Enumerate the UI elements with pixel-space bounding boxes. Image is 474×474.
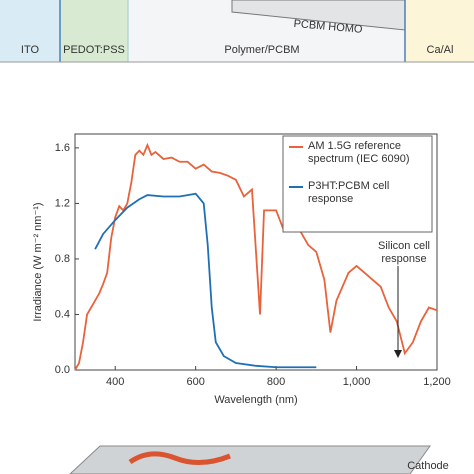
y-tick-label: 1.2 [55,197,70,209]
x-tick-label: 600 [186,376,204,388]
legend-box [282,135,433,233]
y-tick-label: 0.8 [55,253,70,265]
ito-layer [0,0,60,62]
layer-label: Ca/Al [427,44,454,56]
annotation: Silicon cell response [378,240,430,265]
x-tick-label: 1,200 [423,376,451,388]
legend-label: AM 1.5G reference spectrum (IEC 6090) [308,140,410,165]
x-tick-label: 400 [106,376,124,388]
line-series [74,142,438,371]
caal-layer [405,0,474,62]
pedot-layer [60,0,128,62]
legend-label: P3HT:PCBM cell response [308,180,390,205]
device-detail [128,451,231,465]
plot: 400 600 800 1,000 1,200 0.0 0.4 0.8 1.2 1.6 Wavele… [32,133,451,406]
x-tick-label: 1,000 [343,376,371,388]
x-tick-label: 800 [267,376,285,388]
layer-label: PEDOT:PSS [63,44,125,56]
x-axis-label: Wavelength (nm) [214,394,297,406]
layer-label: ITO [21,44,40,56]
plot-frame [74,133,438,371]
layer-label: Polymer/PCBM [224,44,299,56]
line-series [94,192,317,369]
y-tick-label: 0.0 [55,364,70,376]
annotation-arrowhead [394,350,402,358]
y-axis-label: Irradiance (W m⁻² nm⁻¹) [32,202,44,321]
device-top [69,445,431,474]
y-tick-label: 1.6 [55,142,70,154]
device-label: Cathode [407,460,449,472]
y-tick-label: 0.4 [55,308,70,320]
